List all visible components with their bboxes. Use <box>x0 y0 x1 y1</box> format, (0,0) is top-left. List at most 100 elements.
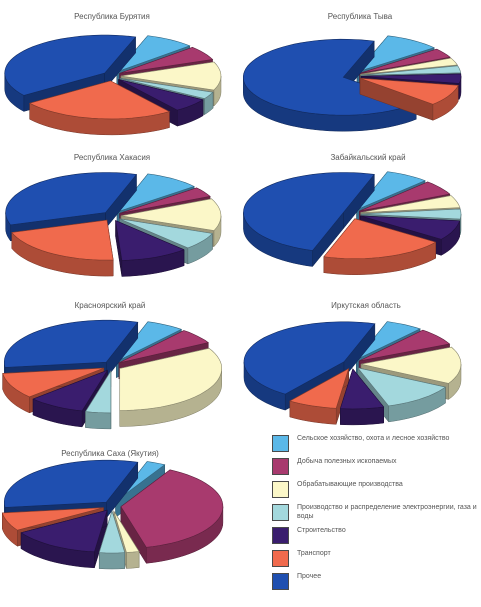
pie-slice-top <box>120 61 222 91</box>
pie-slice <box>28 80 171 136</box>
pie-chart: Республика Бурятия <box>4 12 222 136</box>
pie-slice-rim <box>339 406 384 426</box>
legend-label: Транспорт <box>297 550 331 557</box>
pie-slice <box>243 172 375 268</box>
legend-swatch <box>272 527 289 544</box>
pie-slice-top <box>116 321 183 362</box>
pie-slice <box>289 367 350 425</box>
pie-slice <box>20 509 108 569</box>
legend-item: Добыча полезных ископаемых <box>272 457 478 475</box>
pie-slice-top <box>1 507 104 531</box>
pie-chart-title: Республика Хакасия <box>74 153 150 162</box>
pie-slice <box>98 509 126 570</box>
pie-slice-top <box>116 173 195 213</box>
pie-slice-top <box>5 172 138 226</box>
legend-item: Транспорт <box>272 549 478 567</box>
legend: Сельское хозяйство, охота и лесное хозяй… <box>272 434 478 595</box>
pie-slice-top <box>359 48 451 74</box>
pie-slice-top <box>98 509 126 554</box>
pie-slice <box>323 218 436 275</box>
pie-slice-top <box>3 319 139 368</box>
pie-slice-top <box>359 181 451 212</box>
pie-chart: Красноярский край <box>2 301 223 430</box>
legend-swatch <box>272 435 289 452</box>
pie-chart: Республика Тыва <box>242 12 462 132</box>
pie-slice-top <box>360 208 462 220</box>
pie-slice-top <box>119 46 214 74</box>
legend-swatch <box>272 550 289 567</box>
legend-label: Обрабатывающие производства <box>297 481 403 488</box>
pie-slice <box>84 369 112 430</box>
pie-chart: Забайкальский край <box>243 153 462 275</box>
pie-chart-title: Иркутская область <box>331 301 401 310</box>
pie-slice-top <box>356 321 421 360</box>
pie-slice <box>120 469 224 565</box>
pie-slice-top <box>323 218 436 259</box>
pie-chart-title: Красноярский край <box>75 301 146 310</box>
pie-slice-top <box>360 57 458 75</box>
pie-slice-top <box>119 187 211 214</box>
legend-label: Строительство <box>297 527 346 534</box>
legend-item: Производство и распределение электроэнер… <box>272 503 478 521</box>
pie-slice-top <box>243 172 375 251</box>
pie-slice-top <box>358 329 451 362</box>
pie-slice-top <box>360 195 461 213</box>
pie-slice-top <box>115 461 166 502</box>
pie-chart-title: Республика Саха (Якутия) <box>61 449 159 458</box>
legend-item: Прочее <box>272 572 478 590</box>
pie-slice-top <box>360 65 462 76</box>
pie-chart: Республика Саха (Якутия) <box>1 449 224 570</box>
legend-item: Строительство <box>272 526 478 544</box>
pie-slice-top <box>32 369 109 412</box>
pie-slice-top <box>4 34 137 96</box>
pie-chart: Республика Хакасия <box>5 153 222 277</box>
pie-chart: Иркутская область <box>243 301 462 426</box>
pie-charts: Республика Бурятия Республика Тыва Республ… <box>1 12 462 570</box>
pie-slice-top <box>119 218 213 249</box>
pie-slice-top <box>20 509 108 553</box>
pie-slice-top <box>356 35 435 73</box>
pie-slice-top <box>118 330 210 364</box>
pie-slice-top <box>339 368 385 410</box>
legend-swatch <box>272 504 289 521</box>
pie-slice-top <box>120 198 222 231</box>
legend-swatch <box>272 573 289 590</box>
pie-slice-top <box>356 367 447 407</box>
pie-slice-top <box>113 510 140 553</box>
pie-slice <box>4 34 137 112</box>
pie-slice-rim <box>98 552 126 570</box>
pie-slice-top <box>289 367 350 409</box>
pie-slice-top <box>360 72 462 84</box>
pie-slice-top <box>2 367 104 398</box>
pie-chart-title: Забайкальский край <box>330 153 405 162</box>
pie-slice-top <box>115 220 185 261</box>
legend-swatch <box>272 481 289 498</box>
pie-slice-top <box>120 469 224 548</box>
legend-swatch <box>272 458 289 475</box>
pie-slice-top <box>28 80 171 120</box>
legend-label: Добыча полезных ископаемых <box>297 458 397 465</box>
pie-slice-rim <box>85 411 112 430</box>
pie-slice-top <box>118 79 204 111</box>
pie-slice-top <box>115 35 191 73</box>
pie-slice <box>115 220 185 277</box>
pie-slice-top <box>84 369 112 414</box>
pie-slice-top <box>11 219 114 261</box>
pie-slice-top <box>243 321 376 395</box>
pie-slice-top <box>119 347 223 411</box>
legend-item: Обрабатывающие производства <box>272 480 478 498</box>
pie-chart-title: Республика Бурятия <box>74 12 150 21</box>
pie-slice-top <box>119 77 214 99</box>
pie-slice-rim <box>126 551 140 570</box>
pie-slice <box>119 347 223 427</box>
legend-label: Сельское хозяйство, охота и лесное хозяй… <box>297 435 450 442</box>
legend-label: Производство и распределение электроэнер… <box>297 504 477 520</box>
pie-slice-top <box>360 346 462 384</box>
pie-slice <box>11 219 114 277</box>
pie-slice-top <box>359 77 460 105</box>
pie-slice <box>339 368 385 426</box>
pie-slice-top <box>356 171 426 211</box>
legend-label: Прочее <box>297 573 322 580</box>
pie-slice <box>32 369 109 428</box>
